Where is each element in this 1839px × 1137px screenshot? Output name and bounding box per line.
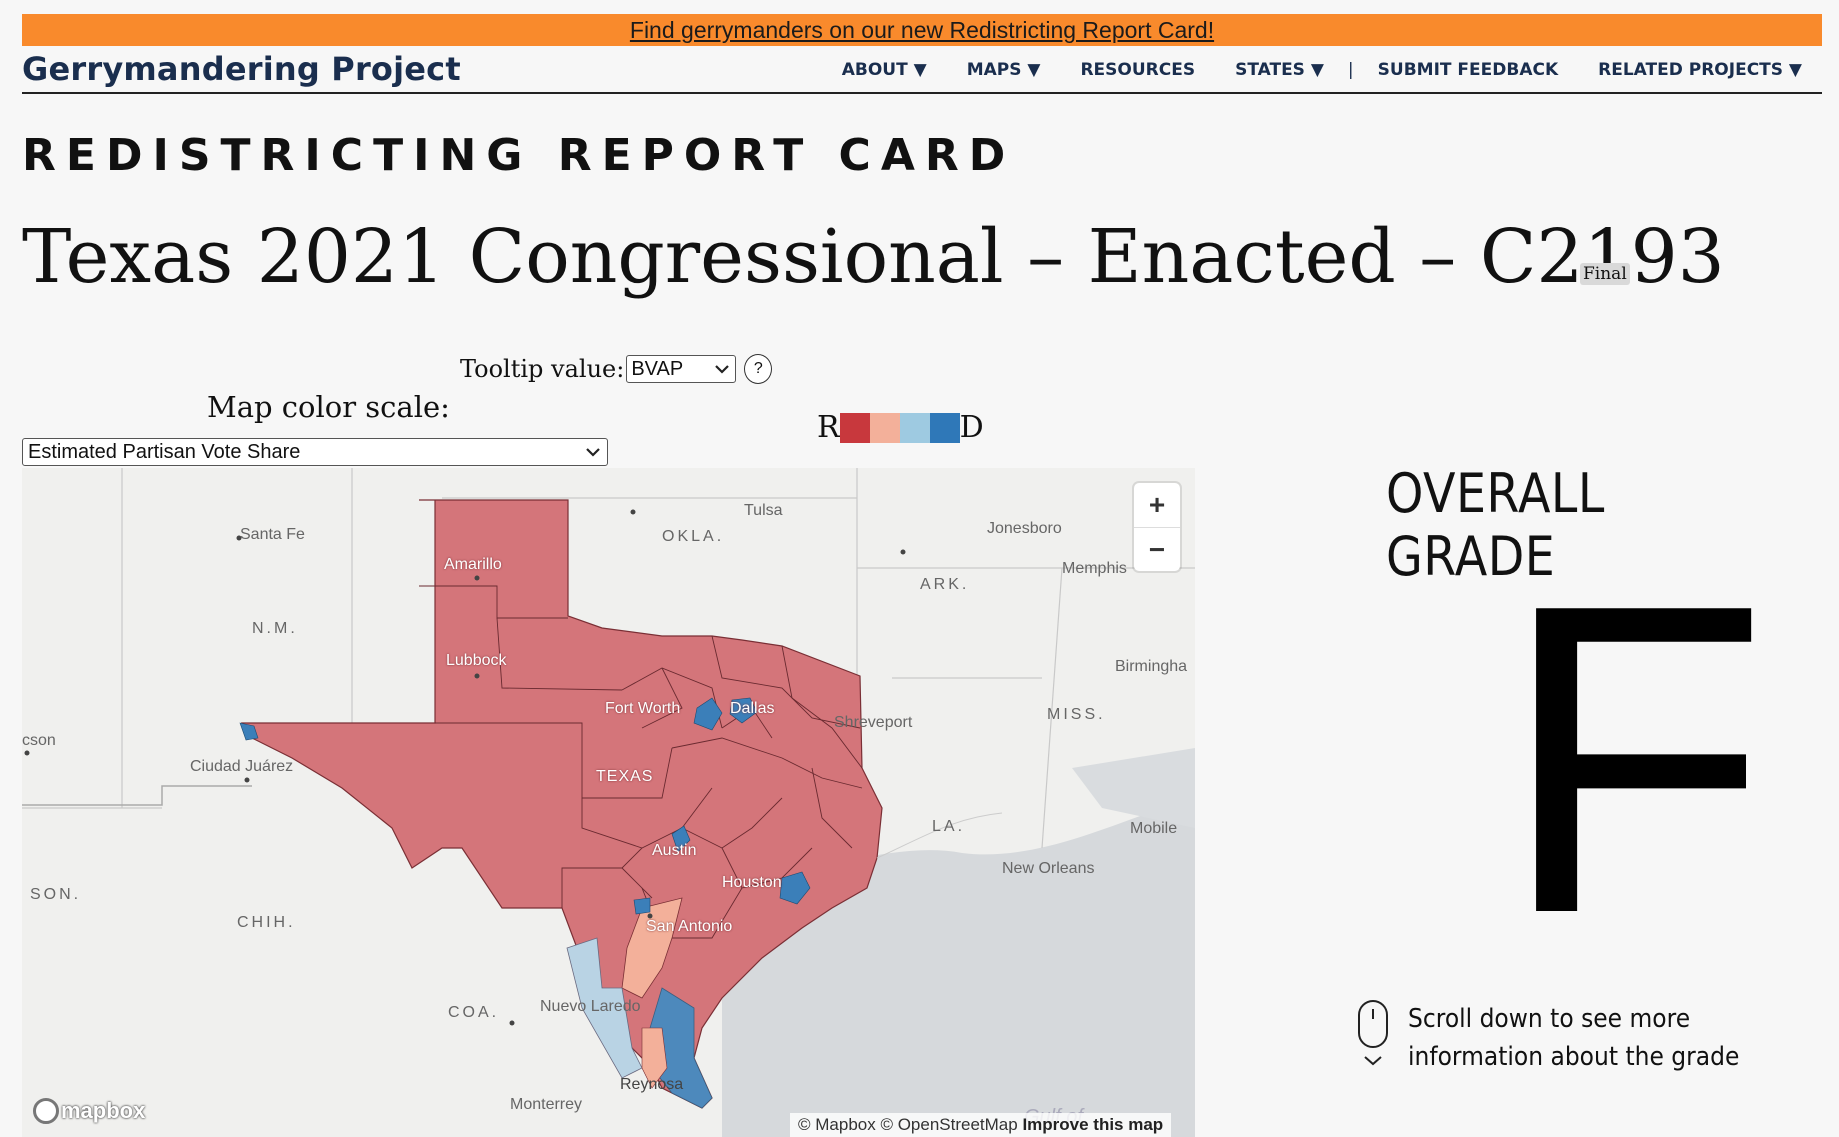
legend-swatches [839, 412, 960, 443]
nav-about[interactable]: ABOUT ▼ [841, 60, 927, 80]
tooltip-value-control: Tooltip value: BVAP ? [460, 354, 773, 384]
place-label: cson [22, 732, 56, 749]
place-label: Memphis [1062, 560, 1127, 577]
page-eyebrow: REDISTRICTING REPORT CARD [22, 130, 1016, 181]
map-place-labels: Santa Fe OKLA. Tulsa Jonesboro Memphis A… [22, 468, 1195, 1137]
place-label: SON. [30, 886, 82, 903]
overall-grade-heading: OVERALL GRADE [1386, 462, 1605, 588]
zoom-in-button[interactable]: + [1148, 489, 1166, 520]
overall-grade-letter: F [1500, 514, 1769, 1005]
nav-menu: ABOUT ▼ MAPS ▼ RESOURCES STATES ▼ | SUBM… [802, 60, 1802, 80]
place-label: N.M. [252, 620, 298, 637]
map-canvas[interactable] [22, 468, 1195, 1137]
place-label: Reynosa [620, 1076, 684, 1093]
top-nav: Gerrymandering Project ABOUT ▼ MAPS ▼ RE… [22, 46, 1822, 94]
place-label: LA. [932, 818, 966, 835]
legend-swatch [869, 412, 900, 443]
chevron-down-icon [1364, 1056, 1382, 1066]
map-attribution: © Mapbox © OpenStreetMap Improve this ma… [790, 1113, 1172, 1137]
legend-swatch [929, 412, 960, 443]
attribution-text[interactable]: © Mapbox © OpenStreetMap [798, 1115, 1023, 1134]
place-label: Nuevo Laredo [540, 998, 641, 1015]
color-legend: R D [817, 410, 984, 445]
chevron-down-icon [715, 365, 730, 374]
place-label: Ciudad Juárez [190, 758, 294, 775]
tooltip-value-select[interactable]: BVAP [626, 355, 737, 383]
place-label: COA. [448, 1004, 500, 1021]
tooltip-selected-value: BVAP [631, 357, 684, 380]
mapbox-logo-icon [33, 1098, 59, 1124]
place-label: Jonesboro [987, 520, 1062, 537]
scroll-mouse-icon [1358, 1000, 1388, 1070]
tooltip-label: Tooltip value: [460, 355, 625, 383]
place-label: ARK. [920, 576, 970, 593]
place-label: Austin [652, 842, 697, 859]
legend-swatch [839, 412, 870, 443]
place-label: San Antonio [646, 918, 733, 935]
nav-separator: | [1347, 60, 1354, 80]
place-label: Santa Fe [240, 526, 305, 543]
place-label: Shreveport [834, 714, 913, 731]
help-button[interactable]: ? [744, 354, 773, 384]
place-label: New Orleans [1002, 860, 1095, 877]
place-label: MISS. [1047, 706, 1106, 723]
color-scale-label: Map color scale: [207, 390, 450, 424]
place-label: Lubbock [446, 652, 507, 669]
place-label: Monterrey [510, 1096, 583, 1113]
nav-maps[interactable]: MAPS ▼ [966, 60, 1041, 80]
mapbox-logo-text: mapbox [61, 1098, 146, 1123]
zoom-out-button[interactable]: − [1134, 527, 1180, 571]
place-label: Amarillo [444, 556, 502, 573]
place-label: CHIH. [237, 914, 296, 931]
place-label: Tulsa [744, 502, 783, 519]
nav-resources[interactable]: RESOURCES [1080, 60, 1196, 80]
mapbox-logo[interactable]: mapbox [33, 1098, 145, 1124]
place-label: Mobile [1130, 820, 1178, 837]
nav-submit-feedback[interactable]: SUBMIT FEEDBACK [1377, 60, 1559, 80]
report-card-link[interactable]: Find gerrymanders on our new Redistricti… [629, 17, 1215, 43]
announcement-banner: Find gerrymanders on our new Redistricti… [22, 14, 1822, 46]
chevron-down-icon [586, 448, 600, 457]
nav-states[interactable]: STATES ▼ [1235, 60, 1324, 80]
place-label: TEXAS [596, 768, 654, 785]
scroll-hint-line: information about the grade [1408, 1042, 1740, 1072]
place-label: Houston [722, 874, 782, 891]
place-label: Birmingha [1115, 658, 1188, 675]
place-label: OKLA. [662, 528, 725, 545]
legend-d-label: D [959, 410, 984, 445]
place-label: Dallas [730, 700, 775, 717]
mouse-icon [1358, 1000, 1388, 1048]
color-scale-select[interactable]: Estimated Partisan Vote Share [22, 438, 608, 466]
site-brand[interactable]: Gerrymandering Project [22, 50, 461, 88]
legend-r-label: R [817, 410, 840, 445]
status-badge: Final [1580, 263, 1630, 285]
district-map[interactable]: Santa Fe OKLA. Tulsa Jonesboro Memphis A… [22, 468, 1195, 1137]
scroll-hint: Scroll down to see more information abou… [1358, 1000, 1776, 1076]
color-scale-selected-value: Estimated Partisan Vote Share [28, 440, 301, 463]
scroll-hint-text: Scroll down to see more information abou… [1408, 1000, 1739, 1076]
place-label: Fort Worth [605, 700, 681, 717]
scroll-hint-line: Scroll down to see more [1408, 1004, 1691, 1034]
page-title: Texas 2021 Congressional – Enacted – C21… [22, 214, 1725, 300]
zoom-control: + − [1134, 483, 1180, 571]
nav-related-projects[interactable]: RELATED PROJECTS ▼ [1598, 60, 1802, 80]
improve-map-link[interactable]: Improve this map [1022, 1115, 1164, 1134]
legend-swatch [899, 412, 930, 443]
